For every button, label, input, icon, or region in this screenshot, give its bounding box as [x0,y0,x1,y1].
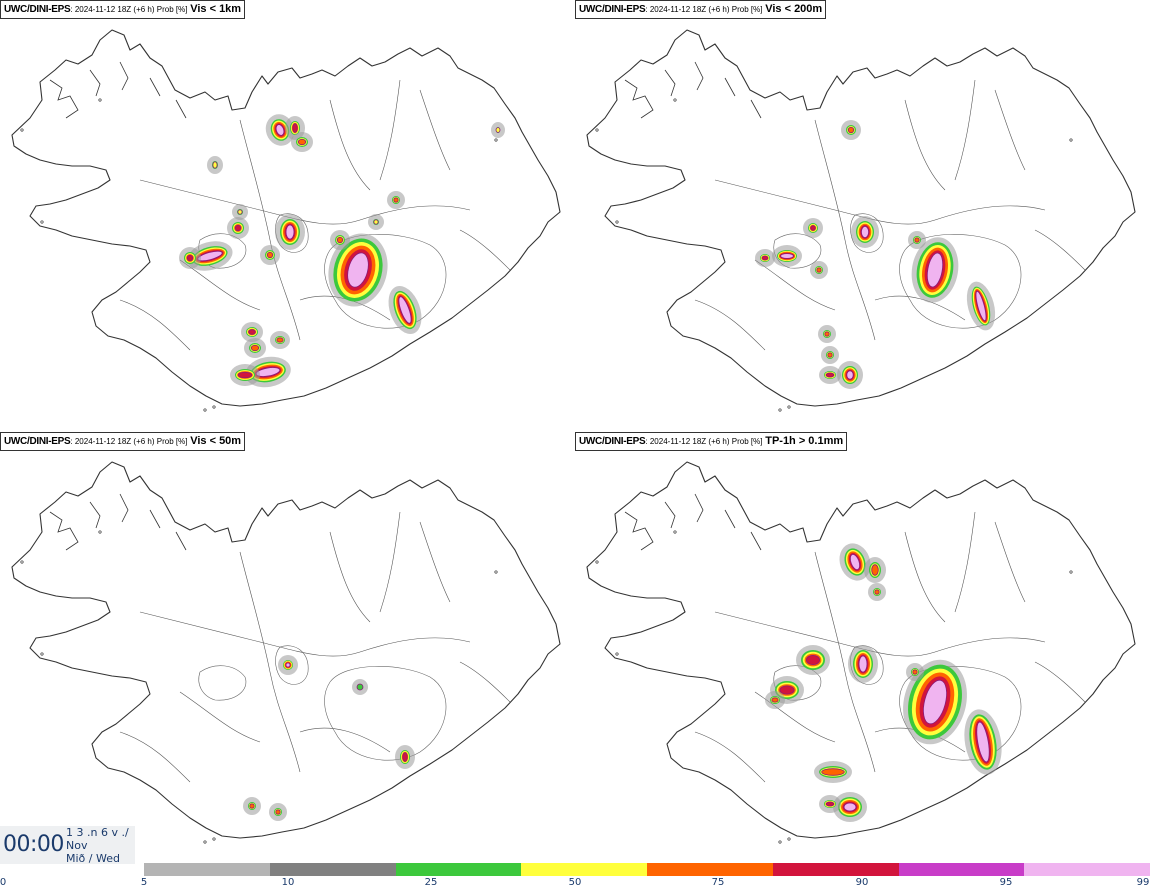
map-panel-vis-200m: UWC/DINI-EPS: 2024-11-12 18Z (+6 h) Prob… [575,0,1150,432]
probability-area [395,745,415,769]
coastline [11,461,561,839]
map-vis-50m [11,461,561,844]
colorbar-segment [647,863,773,876]
map-panel-vis-50m: UWC/DINI-EPS: 2024-11-12 18Z (+6 h) Prob… [0,432,575,864]
probability-area [269,803,287,821]
time-date: 1 3 .n 6 v ./ Nov Mið / Wed [66,826,129,865]
probability-area [388,285,422,335]
probability-area [278,655,298,675]
map-vis-1km [11,29,561,412]
panel-title: UWC/DINI-EPS: 2024-11-12 18Z (+6 h) Prob… [0,432,246,451]
probability-area [964,709,1002,775]
probability-area [868,583,886,601]
colorbar-segment [521,863,647,876]
map-panel-precip: UWC/DINI-EPS: 2024-11-12 18Z (+6 h) Prob… [575,432,1150,864]
map-vis-200m [586,29,1136,412]
colorbar-tick-label: 10 [281,877,295,888]
map-precip [586,461,1136,844]
colorbar-tick-label: 50 [568,877,582,888]
colorbar-segment [1024,863,1150,876]
colorbar-tick-label: 95 [999,877,1013,888]
colorbar-ticks: 0 5 10 25 50 75 90 95 99 [0,877,1150,891]
probability-area [227,217,249,239]
colorbar-tick-label: 0 [0,877,7,888]
time-main: 00:00 [3,832,64,857]
probability-area [848,645,878,683]
probability-area [841,120,861,140]
probability-area [796,645,830,675]
panel-title: UWC/DINI-EPS: 2024-11-12 18Z (+6 h) Prob… [0,0,246,19]
colorbar-tick-label: 99 [1136,877,1150,888]
panel-title: UWC/DINI-EPS: 2024-11-12 18Z (+6 h) Prob… [575,432,848,451]
probability-area [243,797,261,815]
map-panel-vis-1km: UWC/DINI-EPS: 2024-11-12 18Z (+6 h) Prob… [0,0,575,432]
probability-area [818,325,836,343]
colorbar-segment [898,863,1025,876]
probability-area [352,679,368,695]
panel-title: UWC/DINI-EPS: 2024-11-12 18Z (+6 h) Prob… [575,0,827,19]
glacier-outline [324,234,447,329]
colorbar-segment [772,863,899,876]
probability-area [837,361,863,389]
probability-area [179,247,201,269]
probability-area [803,218,823,238]
probability-area [387,191,405,209]
glacier-outline [324,666,447,761]
boundary-lines [694,79,1086,351]
colorbar-tick-label: 5 [140,877,148,888]
probability-area [864,557,886,583]
colorbar-tick-label: 90 [855,877,869,888]
probability-area [241,322,263,342]
probability-area [772,245,802,267]
probability-area [819,795,841,813]
probability-area [275,214,305,250]
time-stamp: 00:00 1 3 .n 6 v ./ Nov Mið / Wed [0,826,135,865]
probability-area [906,663,924,681]
colorbar-segment [395,863,522,876]
probability-area [839,543,871,581]
probability-area [368,214,384,230]
probability-area [265,114,295,146]
colorbar [144,863,1150,876]
probability-area [291,132,313,152]
colorbar-segment [269,863,396,876]
probability-area [260,245,280,265]
probability-area [911,237,959,303]
probability-area [833,792,867,822]
probability-area [908,231,926,249]
probability-area [765,691,785,709]
probability-area [230,364,260,386]
probability-area [232,204,248,220]
probability-area [966,281,996,331]
probability-area [328,233,388,307]
probability-area [821,346,839,364]
probability-area [810,261,828,279]
colorbar-tick-label: 25 [424,877,438,888]
probability-area [270,331,290,349]
probability-area [819,366,841,384]
probability-area [814,761,852,783]
probability-area [491,122,505,138]
probability-area [207,156,223,174]
probability-area [330,230,350,250]
colorbar-segment [144,863,270,876]
probability-area [851,216,879,248]
boundary-lines [119,511,511,783]
glacier-outline [899,234,1022,329]
probability-area [755,249,775,267]
probability-area [244,338,266,358]
probability-area [245,356,291,388]
colorbar-tick-label: 75 [711,877,725,888]
probability-area [903,659,967,745]
